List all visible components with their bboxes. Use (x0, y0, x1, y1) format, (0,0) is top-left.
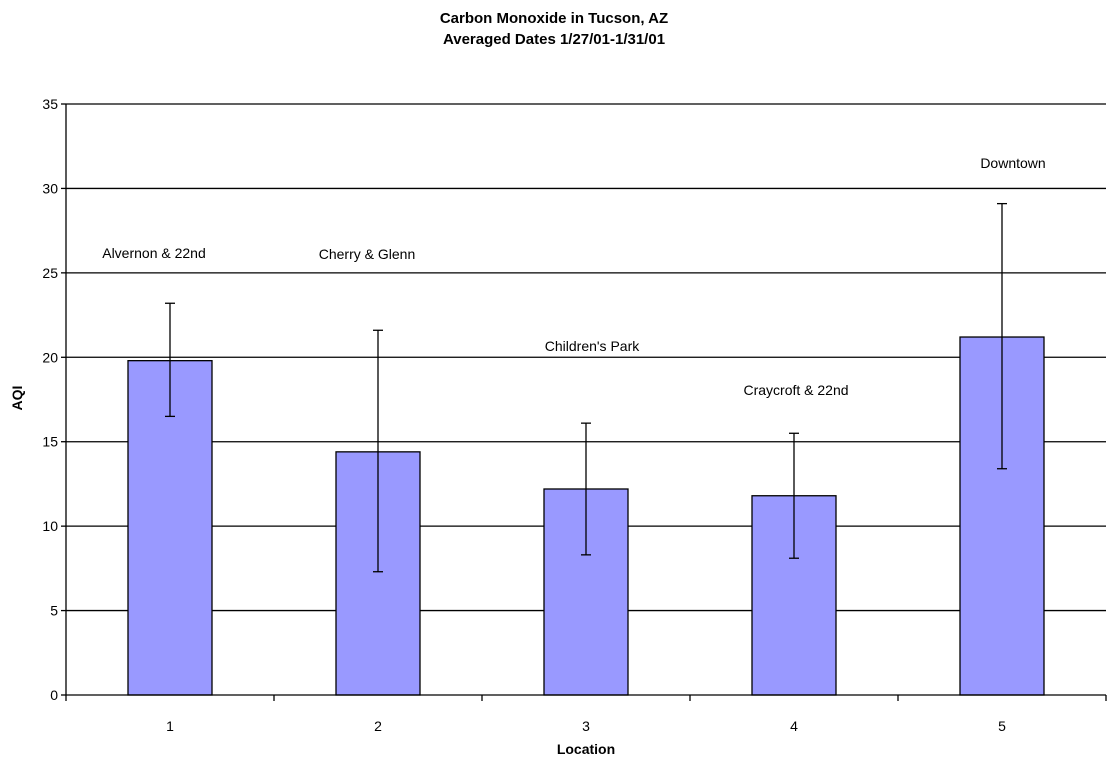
y-tick-label: 10 (42, 518, 58, 534)
bar-annotations: Alvernon & 22nd Cherry & Glenn Children's … (102, 155, 1045, 398)
bar-annotation: Downtown (980, 155, 1045, 171)
x-tick-label: 5 (998, 718, 1006, 734)
bar-annotation: Cherry & Glenn (319, 246, 415, 262)
y-tick-label: 5 (50, 603, 58, 619)
y-tick-label: 35 (42, 96, 58, 112)
y-tick-label: 0 (50, 687, 58, 703)
y-tick-label: 30 (42, 180, 58, 196)
chart-title: Carbon Monoxide in Tucson, AZ (440, 10, 668, 27)
error-bars (165, 202, 1007, 573)
x-axis-label: Location (557, 741, 615, 757)
y-tick-label: 20 (42, 349, 58, 365)
x-tick-labels: 1 2 3 4 5 (166, 718, 1006, 734)
x-tick-label: 2 (374, 718, 382, 734)
chart-subtitle: Averaged Dates 1/27/01-1/31/01 (443, 31, 665, 48)
bar-annotation: Craycroft & 22nd (743, 382, 848, 398)
bar-annotation: Alvernon & 22nd (102, 245, 206, 261)
x-tick-label: 1 (166, 718, 174, 734)
y-axis-label: AQI (9, 386, 25, 411)
x-tick-label: 3 (582, 718, 590, 734)
axes (61, 103, 1107, 701)
y-tick-label: 25 (42, 265, 58, 281)
x-tick-label: 4 (790, 718, 798, 734)
y-tick-labels: 0 5 10 15 20 25 30 35 (42, 96, 58, 703)
y-tick-label: 15 (42, 434, 58, 450)
bar-annotation: Children's Park (545, 338, 640, 354)
